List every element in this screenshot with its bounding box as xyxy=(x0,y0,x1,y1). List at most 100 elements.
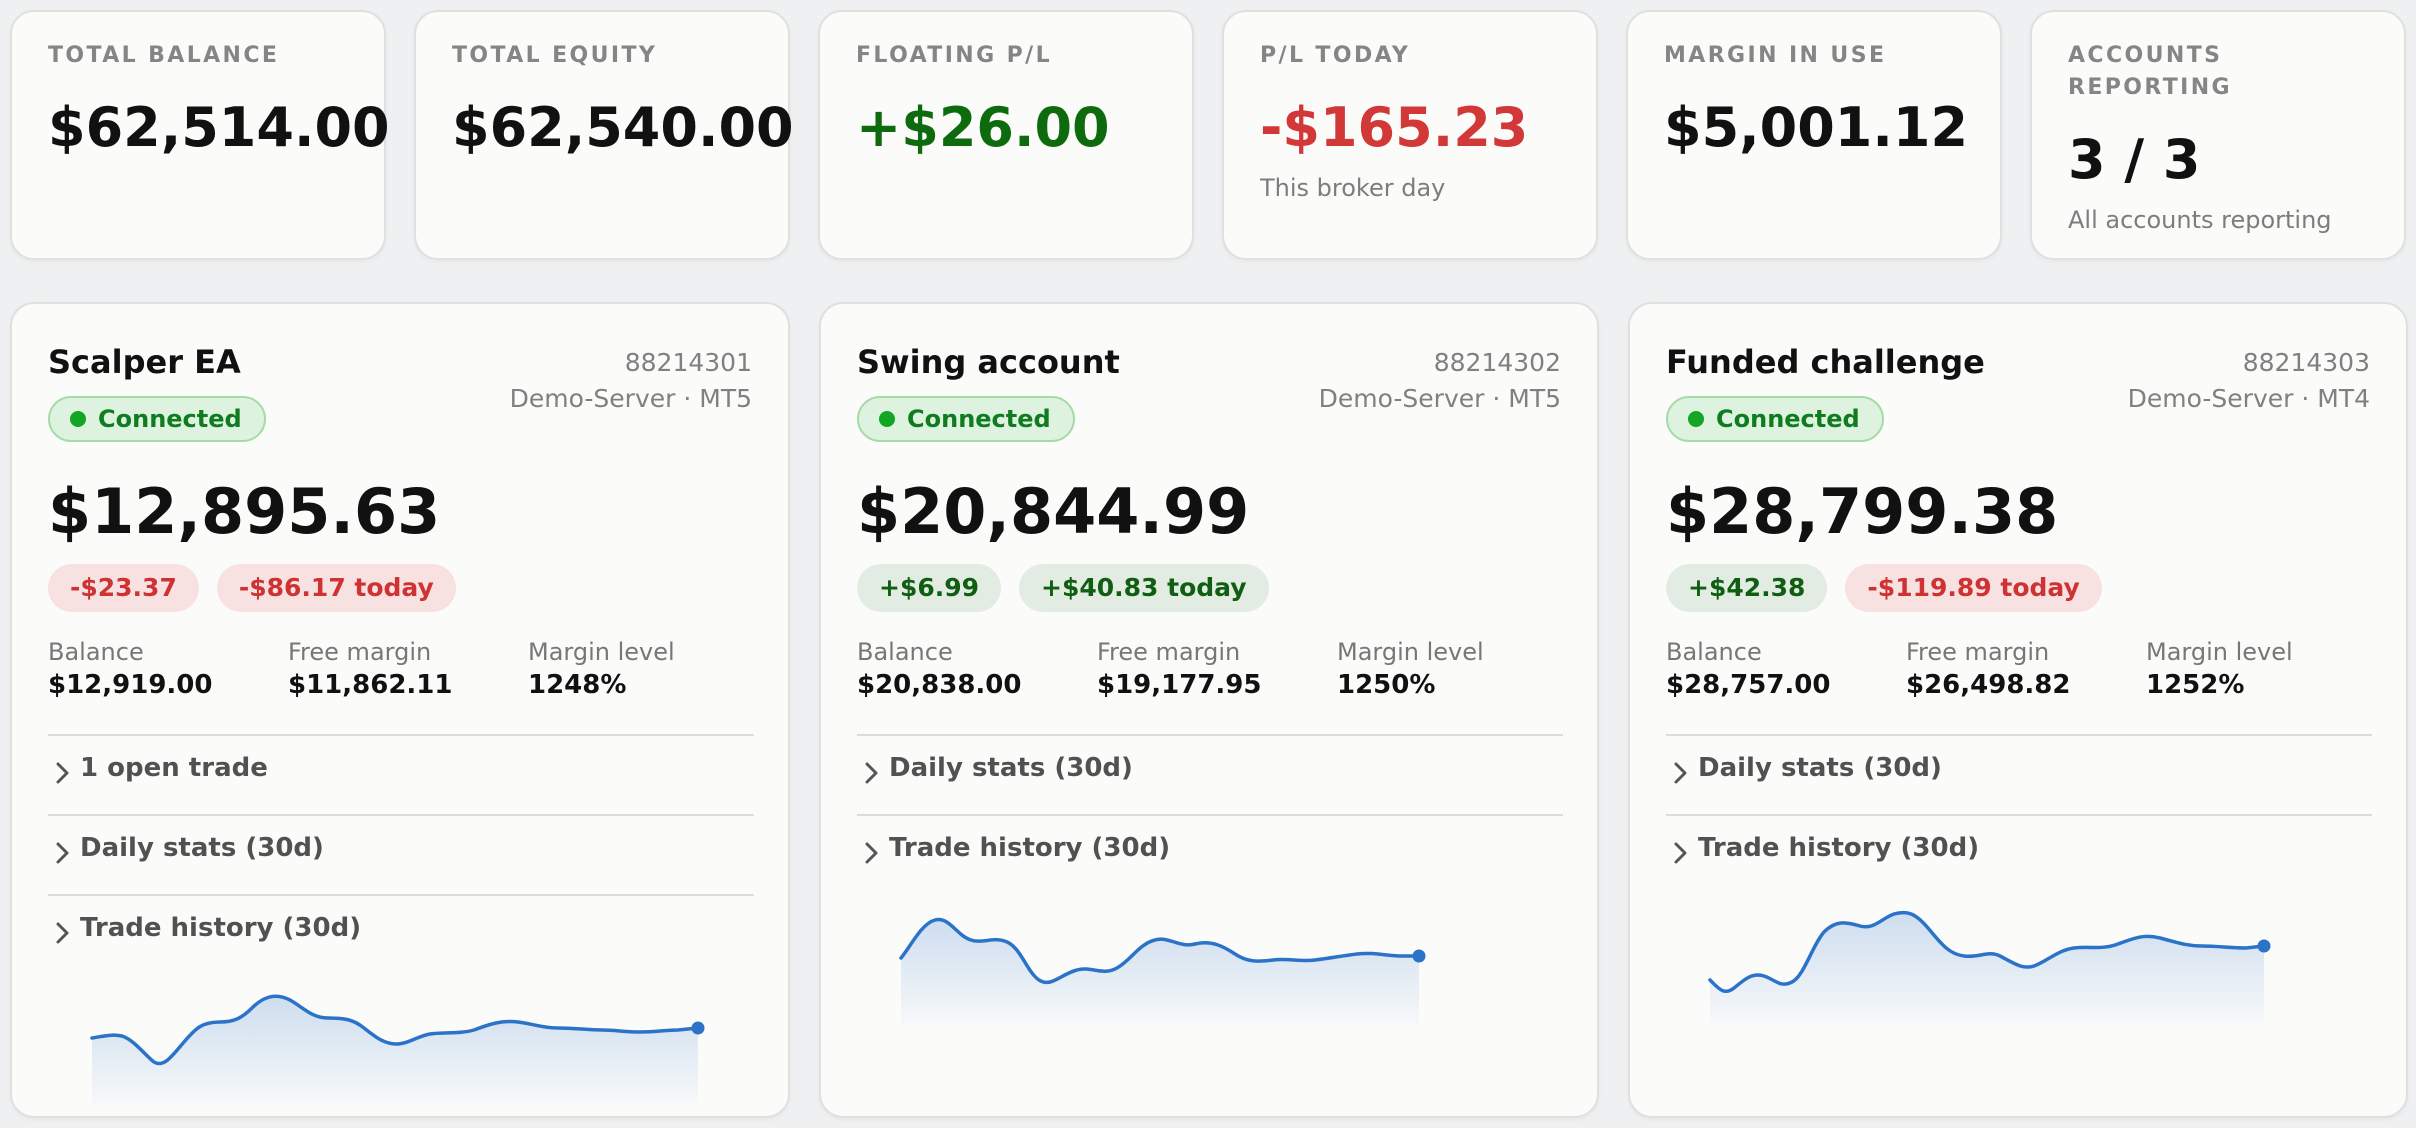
account-name: Funded challenge xyxy=(1666,343,1985,381)
status-badge: Connected xyxy=(48,396,266,442)
account-card: Funded challenge 88214303 Demo-Server · … xyxy=(1628,302,2408,1118)
section-label: Daily stats (30d) xyxy=(889,753,1133,783)
stat-value: $62,514.00 xyxy=(48,96,390,159)
metric-value: 1250% xyxy=(1337,670,1436,700)
pl-badges: +$6.99 +$40.83 today xyxy=(857,564,1269,612)
stat-label: TOTAL BALANCE xyxy=(48,43,280,68)
metric-free-margin: Free margin $26,498.82 xyxy=(1906,636,2146,702)
account-server: Demo-Server · MT5 xyxy=(509,384,752,413)
metric-free-margin: Free margin $19,177.95 xyxy=(1097,636,1337,702)
stat-card-pl-today: P/L TODAY -$165.23 This broker day xyxy=(1222,10,1598,260)
stat-card-total-equity: TOTAL EQUITY $62,540.00 xyxy=(414,10,794,260)
sparkline-area xyxy=(1710,912,2264,1024)
section-label: Daily stats (30d) xyxy=(80,833,324,863)
status-label: Connected xyxy=(1716,405,1860,433)
stat-value: -$165.23 xyxy=(1260,96,1529,159)
account-equity: $28,799.38 xyxy=(1666,475,2059,548)
chevron-right-icon xyxy=(865,762,878,784)
metric-margin-level: Margin level 1250% xyxy=(1337,636,1577,702)
stat-label: TOTAL EQUITY xyxy=(452,43,658,68)
stat-subtext: All accounts reporting xyxy=(2068,206,2332,234)
floating-pl-badge: +$6.99 xyxy=(857,564,1002,612)
stat-value: $5,001.12 xyxy=(1664,96,1969,159)
account-number: 88214303 xyxy=(2242,348,2370,377)
stat-subtext: This broker day xyxy=(1260,174,1446,202)
metric-free-margin: Free margin $11,862.11 xyxy=(288,636,528,702)
metric-label: Free margin xyxy=(288,638,432,666)
sparkline-endpoint xyxy=(691,1021,705,1035)
equity-sparkline xyxy=(1708,910,2271,1024)
metric-balance: Balance $12,919.00 xyxy=(48,636,288,702)
stat-value: +$26.00 xyxy=(856,96,1110,159)
account-card: Swing account 88214302 Demo-Server · MT5… xyxy=(819,302,1599,1118)
section-trade-history[interactable]: Trade history (30d) xyxy=(1666,814,2372,892)
equity-sparkline xyxy=(90,994,705,1104)
metric-label: Free margin xyxy=(1906,638,2050,666)
status-label: Connected xyxy=(98,405,242,433)
section-label: Daily stats (30d) xyxy=(1698,753,1942,783)
status-dot-icon xyxy=(70,411,86,427)
account-name: Swing account xyxy=(857,343,1120,381)
chevron-right-icon xyxy=(865,842,878,864)
account-equity: $12,895.63 xyxy=(48,475,441,548)
metric-balance: Balance $28,757.00 xyxy=(1666,636,1906,702)
metric-label: Free margin xyxy=(1097,638,1241,666)
metric-balance: Balance $20,838.00 xyxy=(857,636,1097,702)
status-badge: Connected xyxy=(1666,396,1884,442)
account-name: Scalper EA xyxy=(48,343,241,381)
sparkline-line xyxy=(90,994,700,1066)
sparkline-area xyxy=(92,996,698,1104)
sparkline-line xyxy=(1708,910,2266,993)
pl-badges: -$23.37 -$86.17 today xyxy=(48,564,456,612)
section-daily-stats[interactable]: Daily stats (30d) xyxy=(1666,734,2372,812)
chevron-right-icon xyxy=(1674,842,1687,864)
account-server: Demo-Server · MT5 xyxy=(1318,384,1561,413)
metric-label: Margin level xyxy=(528,638,675,666)
account-number: 88214302 xyxy=(1433,348,1561,377)
chevron-right-icon xyxy=(1674,762,1687,784)
metric-value: 1248% xyxy=(528,670,627,700)
section-open-trades[interactable]: 1 open trade xyxy=(48,734,754,812)
stat-card-margin-in-use: MARGIN IN USE $5,001.12 xyxy=(1626,10,2002,260)
chevron-right-icon xyxy=(56,922,69,944)
sparkline-line xyxy=(899,917,1421,985)
floating-pl-badge: -$23.37 xyxy=(48,564,199,612)
chevron-right-icon xyxy=(56,842,69,864)
section-label: Trade history (30d) xyxy=(80,913,362,943)
today-pl-badge: +$40.83 today xyxy=(1019,564,1269,612)
metric-value: $11,862.11 xyxy=(288,670,453,700)
section-label: 1 open trade xyxy=(80,753,268,783)
metric-value: $12,919.00 xyxy=(48,670,213,700)
stat-label: FLOATING P/L xyxy=(856,43,1052,68)
status-badge: Connected xyxy=(857,396,1075,442)
account-server: Demo-Server · MT4 xyxy=(2127,384,2370,413)
metric-value: $20,838.00 xyxy=(857,670,1022,700)
stat-label: ACCOUNTS REPORTING xyxy=(2068,43,2233,100)
sparkline-endpoint xyxy=(1412,949,1426,963)
metric-label: Balance xyxy=(857,638,953,666)
section-trade-history[interactable]: Trade history (30d) xyxy=(857,814,1563,892)
section-daily-stats[interactable]: Daily stats (30d) xyxy=(857,734,1563,812)
metric-label: Balance xyxy=(48,638,144,666)
floating-pl-badge: +$42.38 xyxy=(1666,564,1828,612)
metric-value: $19,177.95 xyxy=(1097,670,1262,700)
metric-label: Balance xyxy=(1666,638,1762,666)
pl-badges: +$42.38 -$119.89 today xyxy=(1666,564,2102,612)
metric-value: $28,757.00 xyxy=(1666,670,1831,700)
stat-card-accounts-reporting: ACCOUNTS REPORTING 3 / 3 All accounts re… xyxy=(2030,10,2406,260)
account-number: 88214301 xyxy=(624,348,752,377)
account-equity: $20,844.99 xyxy=(857,475,1250,548)
status-label: Connected xyxy=(907,405,1051,433)
section-label: Trade history (30d) xyxy=(889,833,1171,863)
sparkline-endpoint xyxy=(2257,939,2271,953)
stat-label: MARGIN IN USE xyxy=(1664,43,1887,68)
metric-value: 1252% xyxy=(2146,670,2245,700)
section-trade-history[interactable]: Trade history (30d) xyxy=(48,894,754,972)
section-daily-stats[interactable]: Daily stats (30d) xyxy=(48,814,754,892)
today-pl-badge: -$119.89 today xyxy=(1845,564,2102,612)
stat-label: P/L TODAY xyxy=(1260,43,1411,68)
equity-sparkline xyxy=(899,917,1426,1024)
stat-card-floating-pl: FLOATING P/L +$26.00 xyxy=(818,10,1194,260)
account-card: Scalper EA 88214301 Demo-Server · MT5 Co… xyxy=(10,302,790,1118)
status-dot-icon xyxy=(1688,411,1704,427)
